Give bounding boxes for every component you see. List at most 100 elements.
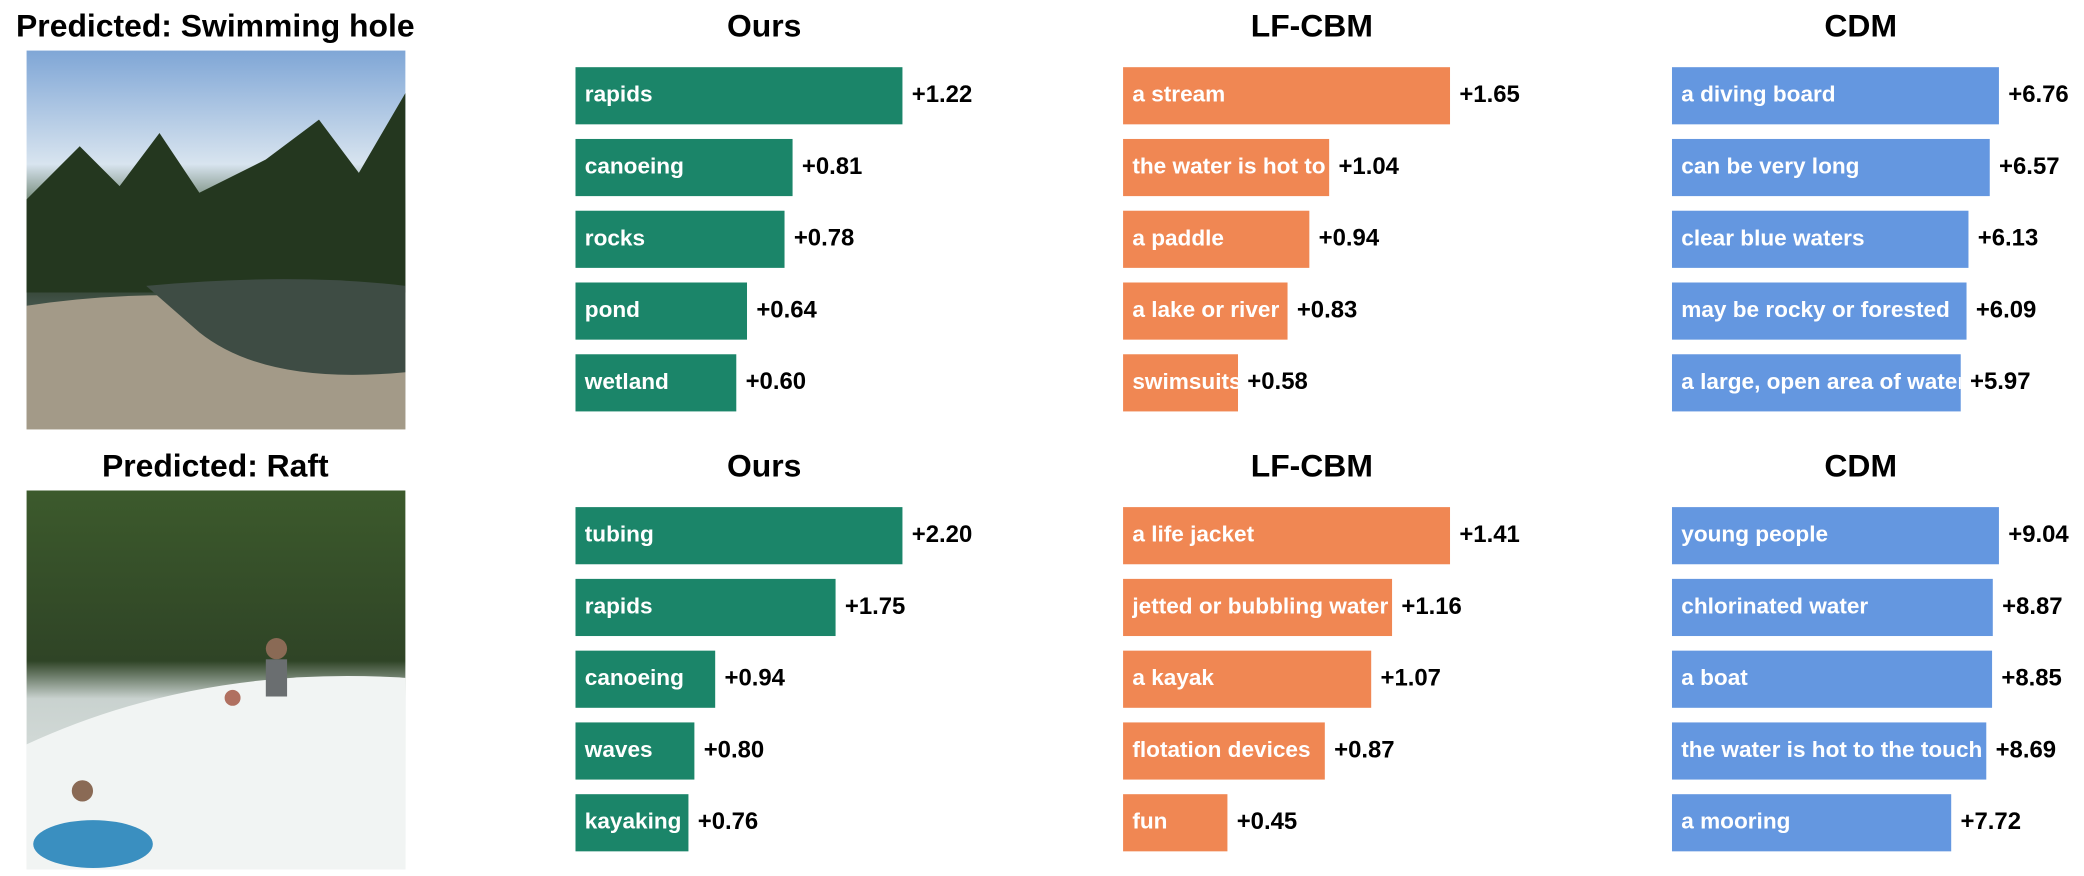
value-label: +0.94 (724, 665, 785, 692)
bar-label: a paddle (1132, 225, 1224, 250)
bar-label: fun (1132, 809, 1167, 834)
bar-label: a kayak (1132, 665, 1214, 690)
value-label: +1.75 (845, 593, 906, 620)
bar (1671, 282, 1967, 340)
bar (1671, 578, 1993, 637)
bar-label: kayaking (585, 809, 682, 834)
bar-label: a mooring (1681, 809, 1790, 834)
bar (575, 138, 793, 197)
bar-chart: LF-CBM a life jacket +1.41 jetted or bubbli… (1123, 447, 1520, 852)
value-label: +0.64 (756, 296, 817, 323)
bar-chart: CDM a diving board +6.76 can be very long +6… (1671, 7, 2069, 412)
value-label: +0.80 (704, 736, 765, 763)
chart-title: LF-CBM (1251, 7, 1373, 43)
bar-label: flotation devices (1132, 737, 1310, 762)
bar (1123, 650, 1372, 708)
bar-chart: Ours tubing +2.20 rapids +1.75 canoeing +0.94 w… (575, 447, 973, 852)
bar (575, 722, 695, 780)
bar-label: clear blue waters (1681, 225, 1864, 250)
bar-label: young people (1681, 522, 1828, 547)
value-label: +1.41 (1459, 521, 1520, 548)
value-label: +8.69 (1996, 736, 2057, 763)
bar (1671, 138, 1990, 197)
bar-label: canoeing (585, 154, 684, 179)
value-label: +6.09 (1976, 296, 2037, 323)
value-label: +0.81 (802, 153, 863, 180)
chart-title: CDM (1824, 447, 1897, 483)
bar (575, 794, 689, 852)
bar-label: chlorinated water (1681, 593, 1868, 618)
bar (575, 507, 903, 565)
bar-label: the water is hot to the touch (1132, 154, 1433, 179)
chart-title: CDM (1824, 7, 1897, 43)
bar (1123, 507, 1451, 565)
value-label: +0.60 (746, 368, 807, 395)
bar (1123, 794, 1228, 852)
bar (1123, 67, 1451, 125)
bar-label: may be rocky or forested (1681, 297, 1950, 322)
bar (1123, 722, 1325, 780)
bar (1123, 138, 1330, 197)
bar-label: canoeing (585, 665, 684, 690)
photo-person (71, 780, 94, 802)
value-label: +2.20 (912, 521, 973, 548)
image-title: Predicted: Swimming hole (16, 7, 415, 43)
value-label: +8.85 (2001, 665, 2062, 692)
value-label: +0.83 (1297, 296, 1357, 323)
image-title: Predicted: Raft (102, 447, 329, 483)
value-label: +1.22 (912, 81, 973, 108)
bar-label: rapids (585, 593, 653, 618)
bar-label: a diving board (1681, 82, 1835, 107)
bar (1671, 722, 1987, 780)
photo-panel: Predicted: Swimming hole (16, 7, 415, 430)
bar-label: rapids (585, 82, 653, 107)
value-label: +1.07 (1380, 665, 1441, 692)
chart-title: Ours (727, 7, 801, 43)
bar (1123, 210, 1310, 268)
bar-label: a life jacket (1132, 522, 1254, 547)
value-label: +6.13 (1978, 225, 2039, 252)
bar-label: pond (585, 297, 640, 322)
bar (575, 210, 785, 268)
photo-person (265, 638, 288, 660)
value-label: +1.65 (1459, 81, 1520, 108)
bar (1671, 650, 1993, 708)
bar-label: a stream (1132, 82, 1225, 107)
bar (1671, 794, 1952, 852)
bar (575, 578, 836, 637)
photo-water (146, 279, 406, 375)
photo-person (224, 689, 241, 706)
bar (575, 650, 716, 708)
value-label: +1.16 (1401, 593, 1462, 620)
bar-label: the water is hot to the touch (1681, 737, 1982, 762)
bar (1123, 578, 1393, 637)
value-label: +0.58 (1247, 368, 1308, 395)
bar (575, 282, 748, 340)
chart-title: Ours (727, 447, 801, 483)
bar (1123, 354, 1239, 412)
bar-label: a boat (1681, 665, 1748, 690)
value-label: +8.87 (2002, 593, 2062, 620)
bar-label: can be very long (1681, 154, 1859, 179)
bar (1671, 210, 1969, 268)
bar (1671, 67, 1999, 125)
photo-trees (26, 93, 406, 293)
bar-label: swimsuits (1132, 369, 1241, 394)
bar (1671, 354, 1961, 412)
value-label: +0.45 (1237, 808, 1298, 835)
bar (1123, 282, 1288, 340)
bar-chart: LF-CBM a stream +1.65 the water is hot to t… (1123, 7, 1520, 412)
value-label: +0.76 (698, 808, 758, 835)
bar-label: jetted or bubbling water (1131, 593, 1388, 618)
photo-panel: Predicted: Raft (26, 447, 406, 870)
value-label: +6.57 (1999, 153, 2059, 180)
bar (575, 354, 737, 412)
bar-label: a lake or river (1132, 297, 1279, 322)
bar-label: wetland (584, 369, 669, 394)
bar (575, 67, 903, 125)
photo-rapids (26, 676, 406, 870)
bar-chart: Ours rapids +1.22 canoeing +0.81 rocks +0.78 po… (575, 7, 973, 412)
value-label: +1.04 (1338, 153, 1399, 180)
